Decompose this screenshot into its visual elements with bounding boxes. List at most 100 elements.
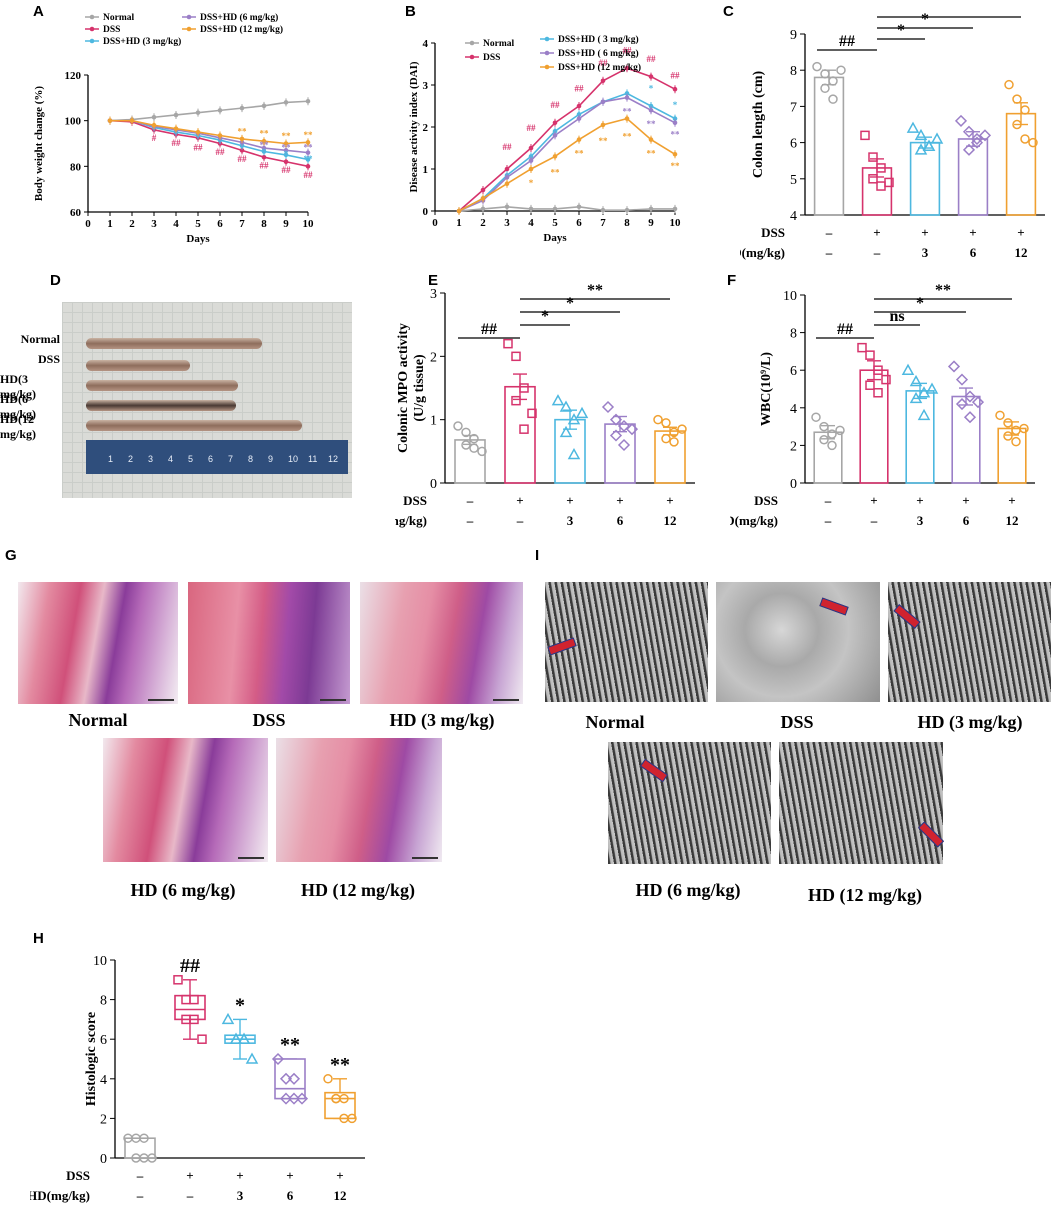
- data-point: [305, 157, 311, 162]
- y-tick-label: 8: [790, 64, 797, 79]
- significance-mark: **: [575, 148, 585, 158]
- significance-mark: *: [673, 100, 678, 110]
- data-point: [347, 1113, 357, 1124]
- significance-mark: **: [671, 161, 681, 171]
- group-row-label: HD(mg/kg): [730, 513, 778, 528]
- data-point: [1012, 119, 1022, 130]
- data-point: [600, 99, 606, 105]
- x-tick-label: 7: [600, 217, 606, 229]
- significance-mark: ##: [172, 138, 182, 148]
- photo-label-hd3: HD(3 mg/kg): [0, 372, 36, 401]
- data-point: [551, 394, 565, 406]
- x-tick-label: 6: [576, 217, 582, 229]
- panel-label-g: G: [5, 547, 17, 564]
- ruler-number: 5: [188, 454, 194, 464]
- panel-label-c: C: [723, 3, 734, 20]
- tem-label-hd12: HD (12 mg/kg): [808, 885, 922, 905]
- y-tick-label: 7: [790, 100, 797, 115]
- group-row-value: +: [566, 493, 573, 508]
- histology-label-hd6: HD (6 mg/kg): [130, 880, 236, 900]
- data-point: [624, 65, 630, 71]
- data-point: [195, 129, 201, 135]
- data-point: [461, 440, 471, 450]
- data-point: [552, 154, 558, 159]
- group-row-value: +: [921, 225, 928, 240]
- significance-mark: ##: [575, 83, 585, 93]
- significance-mark: ##: [304, 170, 314, 180]
- data-point: [971, 396, 985, 409]
- data-point: [151, 122, 157, 128]
- colon-normal: [86, 338, 262, 349]
- data-point: [576, 204, 582, 210]
- data-point: [600, 207, 606, 213]
- x-tick-label: 3: [504, 217, 510, 229]
- data-point: [962, 143, 976, 156]
- data-point: [107, 118, 113, 123]
- data-point: [189, 994, 199, 1005]
- group-row-value: 6: [287, 1188, 294, 1203]
- bar: [951, 395, 981, 484]
- ruler-number: 4: [168, 454, 174, 464]
- tem-hd6: [608, 742, 771, 864]
- data-point: [828, 94, 838, 104]
- significance-mark: **: [941, 10, 957, 17]
- x-tick-label: 5: [195, 218, 201, 230]
- data-point: [677, 424, 687, 434]
- data-point: [283, 159, 289, 165]
- data-point: [261, 154, 267, 160]
- histology-label-hd3: HD (3 mg/kg): [389, 710, 495, 730]
- histology-dss: [188, 582, 350, 704]
- data-point: [617, 419, 631, 433]
- significance-mark: *: [916, 295, 924, 312]
- group-row-value: –: [136, 1188, 144, 1203]
- significance-mark: **: [330, 1054, 350, 1076]
- y-tick-label: 2: [100, 1112, 107, 1127]
- x-tick-label: 3: [151, 218, 157, 230]
- legend-marker: [89, 14, 95, 20]
- group-row-value: +: [516, 493, 523, 508]
- tem-dss: [716, 582, 880, 702]
- legend-label: DSS+HD (3 mg/kg): [103, 36, 181, 47]
- group-row-value: +: [969, 225, 976, 240]
- significance-mark: ##: [623, 46, 633, 56]
- data-point: [868, 152, 878, 162]
- data-point: [914, 128, 928, 141]
- legend-marker: [544, 64, 550, 70]
- chart-c-colon-length: 4 5 6 7 8 9 Colon length (cm) – – + – +3 +6 +12 DSS HD(…: [740, 10, 1045, 260]
- data-point: [567, 413, 581, 425]
- data-point: [873, 365, 883, 375]
- data-point: [661, 433, 671, 444]
- data-point: [672, 116, 678, 121]
- group-row-value: 6: [970, 245, 977, 260]
- y-tick-label: 0: [100, 1152, 107, 1167]
- legend-label: DSS: [103, 25, 120, 35]
- significance-mark: **: [238, 126, 248, 136]
- chart-b-dai: 0 1 2 3 4 0 1 2 3 4 5 6 7 8 9 10 Days Disease activity in…: [408, 34, 681, 244]
- legend-label: Normal: [103, 13, 134, 23]
- data-point: [601, 400, 615, 414]
- significance-mark: ns: [889, 308, 904, 325]
- series-line: [458, 117, 676, 212]
- data-point: [271, 1052, 285, 1066]
- data-point: [672, 86, 678, 92]
- data-point: [881, 374, 891, 385]
- data-point: [672, 206, 678, 212]
- x-tick-label: 8: [261, 218, 267, 230]
- data-point: [955, 373, 969, 386]
- group-row-value: 6: [963, 513, 970, 528]
- group-row-value: +: [236, 1168, 243, 1183]
- data-point: [331, 1093, 341, 1104]
- y-tick-label: 4: [790, 402, 797, 417]
- y-tick-label: 9: [790, 28, 797, 43]
- y-tick-label: 8: [790, 327, 797, 342]
- group-row-value: 12: [1015, 245, 1028, 260]
- data-point: [528, 158, 534, 163]
- group-row-label: DSS: [403, 493, 427, 508]
- significance-mark: ##: [671, 71, 681, 81]
- x-tick-label: 9: [283, 218, 289, 230]
- data-point: [970, 132, 984, 146]
- data-point: [305, 150, 311, 155]
- group-row-value: +: [962, 493, 969, 508]
- data-point: [865, 380, 875, 390]
- data-point: [648, 137, 654, 142]
